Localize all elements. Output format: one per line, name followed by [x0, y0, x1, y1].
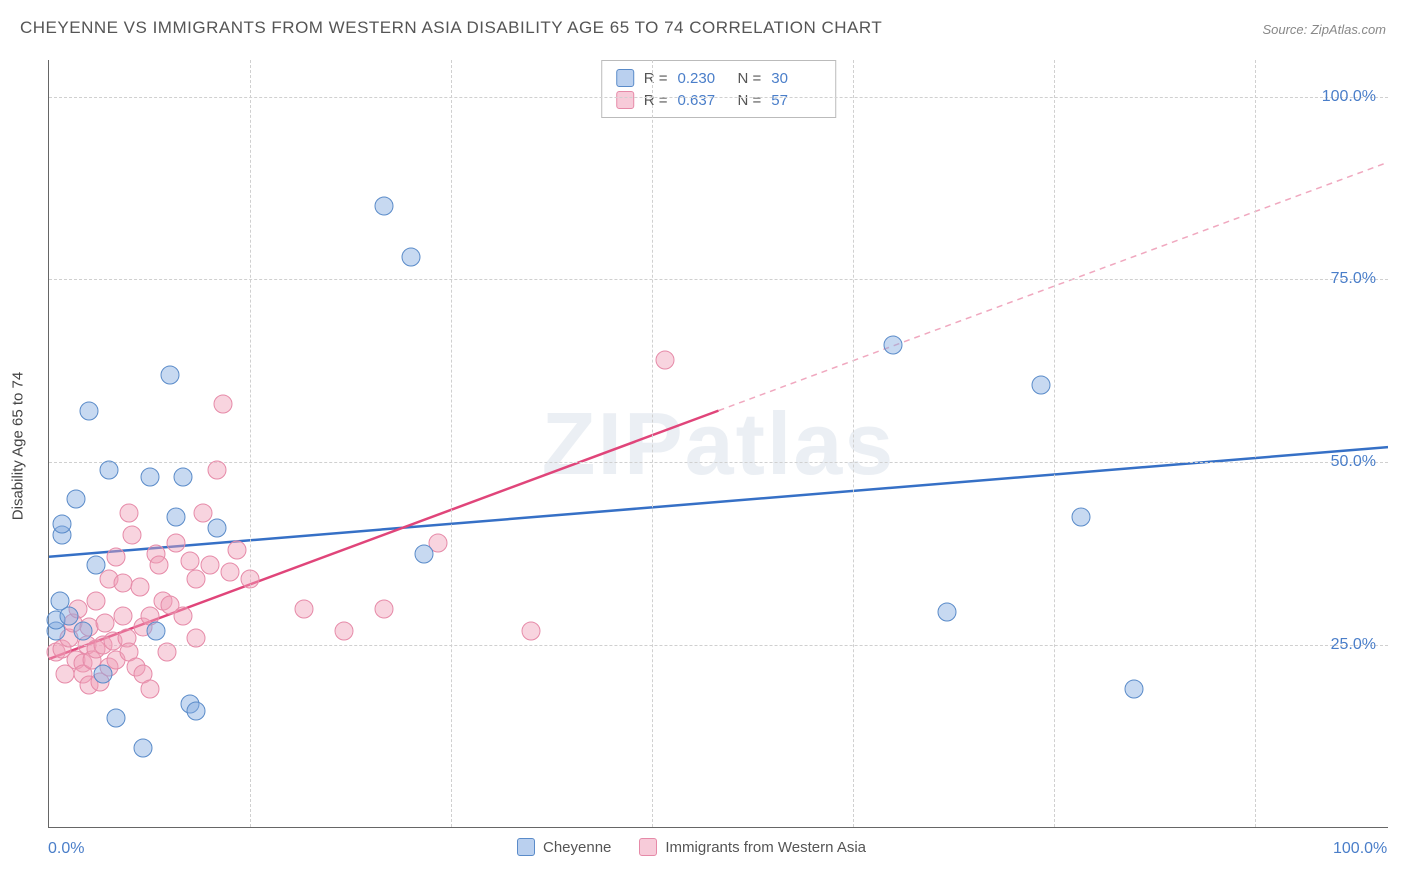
n-label: N = — [738, 70, 762, 87]
scatter-point-blue — [147, 621, 166, 640]
scatter-point-pink — [214, 394, 233, 413]
scatter-point-blue — [73, 621, 92, 640]
scatter-point-pink — [200, 555, 219, 574]
scatter-point-pink — [131, 577, 150, 596]
swatch-pink-icon — [616, 91, 634, 109]
legend-label: Immigrants from Western Asia — [665, 839, 866, 856]
bottom-legend: Cheyenne Immigrants from Western Asia — [517, 838, 866, 856]
y-tick-label: 50.0% — [1331, 453, 1376, 471]
legend-label: Cheyenne — [543, 839, 611, 856]
scatter-point-pink — [86, 592, 105, 611]
scatter-point-blue — [1125, 680, 1144, 699]
gridline-v — [1054, 60, 1055, 827]
scatter-point-blue — [937, 603, 956, 622]
scatter-point-blue — [100, 460, 119, 479]
y-axis-label: Disability Age 65 to 74 — [10, 372, 27, 520]
r-value: 0.230 — [678, 70, 728, 87]
scatter-point-blue — [140, 467, 159, 486]
scatter-point-blue — [133, 738, 152, 757]
scatter-point-pink — [167, 533, 186, 552]
scatter-point-pink — [207, 460, 226, 479]
scatter-point-blue — [1071, 508, 1090, 527]
scatter-point-pink — [149, 555, 168, 574]
scatter-point-pink — [120, 504, 139, 523]
scatter-point-pink — [227, 541, 246, 560]
scatter-point-pink — [294, 599, 313, 618]
y-tick-label: 100.0% — [1322, 88, 1376, 106]
scatter-point-pink — [522, 621, 541, 640]
scatter-point-pink — [656, 350, 675, 369]
legend-item: Immigrants from Western Asia — [639, 838, 866, 856]
x-tick-0: 0.0% — [48, 840, 84, 858]
swatch-blue-icon — [517, 838, 535, 856]
scatter-point-pink — [113, 606, 132, 625]
n-value: 30 — [771, 70, 821, 87]
gridline-v — [853, 60, 854, 827]
stats-legend-box: R = 0.230 N = 30 R = 0.637 N = 57 — [601, 60, 837, 118]
legend-item: Cheyenne — [517, 838, 611, 856]
swatch-pink-icon — [639, 838, 657, 856]
chart-title: CHEYENNE VS IMMIGRANTS FROM WESTERN ASIA… — [20, 18, 882, 38]
scatter-point-pink — [107, 548, 126, 567]
scatter-point-pink — [157, 643, 176, 662]
scatter-point-blue — [207, 519, 226, 538]
scatter-point-blue — [93, 665, 112, 684]
scatter-point-blue — [107, 709, 126, 728]
scatter-point-pink — [375, 599, 394, 618]
scatter-point-pink — [187, 570, 206, 589]
scatter-point-blue — [415, 544, 434, 563]
scatter-point-blue — [401, 248, 420, 267]
plot-area: ZIPatlas R = 0.230 N = 30 R = 0.637 N = 57 25.0… — [48, 60, 1388, 828]
stats-row: R = 0.637 N = 57 — [616, 89, 822, 111]
watermark-text: ZIPatlas — [542, 393, 895, 495]
scatter-point-blue — [86, 555, 105, 574]
n-label: N = — [738, 92, 762, 109]
r-label: R = — [644, 70, 668, 87]
scatter-point-pink — [220, 563, 239, 582]
gridline-v — [1255, 60, 1256, 827]
gridline-v — [250, 60, 251, 827]
scatter-point-blue — [1031, 376, 1050, 395]
y-tick-label: 75.0% — [1331, 270, 1376, 288]
source-label: Source: ZipAtlas.com — [1262, 22, 1386, 37]
scatter-point-pink — [187, 628, 206, 647]
scatter-point-pink — [334, 621, 353, 640]
scatter-point-blue — [174, 467, 193, 486]
y-tick-label: 25.0% — [1331, 636, 1376, 654]
stats-row: R = 0.230 N = 30 — [616, 67, 822, 89]
scatter-point-pink — [113, 573, 132, 592]
scatter-point-blue — [375, 197, 394, 216]
swatch-blue-icon — [616, 69, 634, 87]
scatter-point-pink — [96, 614, 115, 633]
scatter-point-blue — [80, 402, 99, 421]
scatter-point-pink — [180, 552, 199, 571]
scatter-point-blue — [187, 701, 206, 720]
r-label: R = — [644, 92, 668, 109]
scatter-point-blue — [167, 508, 186, 527]
chart-container: CHEYENNE VS IMMIGRANTS FROM WESTERN ASIA… — [0, 0, 1406, 892]
scatter-point-blue — [66, 489, 85, 508]
scatter-point-pink — [241, 570, 260, 589]
scatter-point-blue — [884, 336, 903, 355]
scatter-point-pink — [123, 526, 142, 545]
gridline-v — [652, 60, 653, 827]
n-value: 57 — [771, 92, 821, 109]
r-value: 0.637 — [678, 92, 728, 109]
scatter-point-blue — [53, 515, 72, 534]
scatter-point-pink — [174, 606, 193, 625]
gridline-v — [451, 60, 452, 827]
scatter-point-pink — [140, 680, 159, 699]
x-tick-100: 100.0% — [1333, 840, 1387, 858]
scatter-point-blue — [160, 365, 179, 384]
